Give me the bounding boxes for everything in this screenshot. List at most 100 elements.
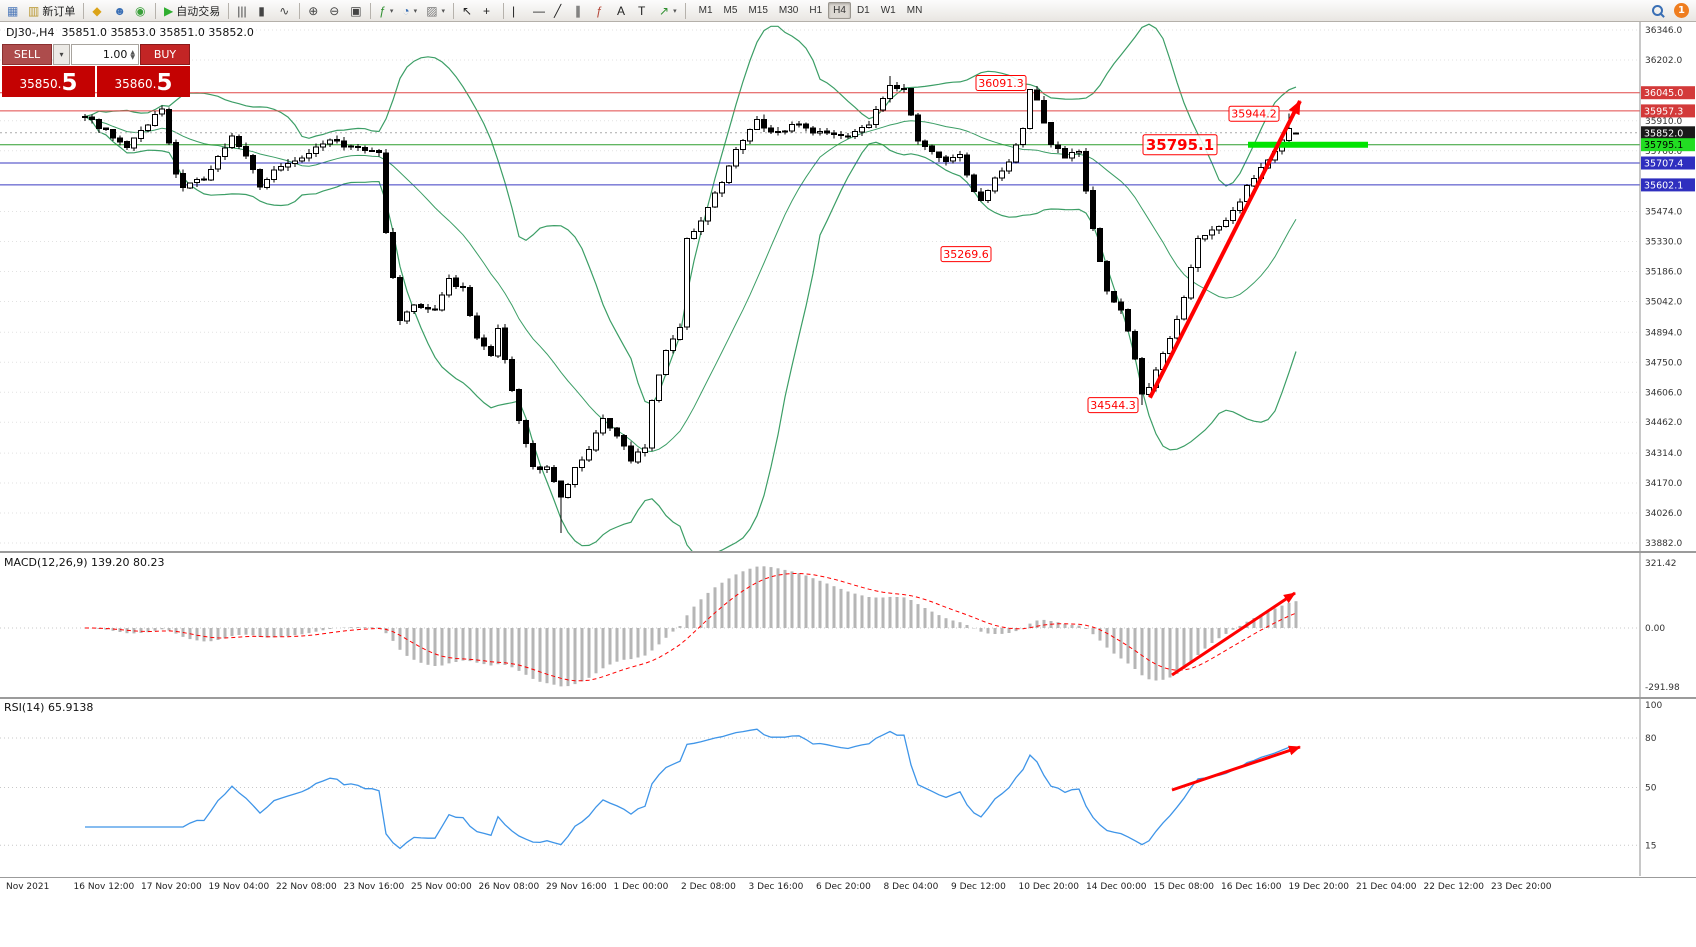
- toolbar-separator: [299, 2, 301, 19]
- panel-splitter-rsi[interactable]: [0, 697, 1696, 699]
- tile-windows-button[interactable]: ▣: [346, 1, 366, 21]
- time-axis-label: 22 Nov 08:00: [276, 882, 337, 892]
- macd-trend-arrow[interactable]: [1171, 591, 1296, 677]
- timeframe-mn-button[interactable]: MN: [902, 2, 928, 19]
- vertical-line-button[interactable]: |: [508, 1, 528, 21]
- time-axis-label: 23 Dec 20:00: [1491, 882, 1552, 892]
- sell-button[interactable]: SELL: [2, 44, 52, 65]
- profile-button[interactable]: ☻: [109, 1, 130, 21]
- timeframe-d1-button[interactable]: D1: [852, 2, 875, 19]
- panel-splitter-macd[interactable]: [0, 551, 1696, 553]
- zoom-in-button[interactable]: ⊕: [304, 1, 324, 21]
- rsi-trend-arrow[interactable]: [1171, 745, 1301, 792]
- time-axis-label: 21 Dec 04:00: [1356, 882, 1417, 892]
- price-annotation: 35944.2: [1228, 105, 1280, 122]
- buy-button[interactable]: BUY: [140, 44, 190, 65]
- rsi-panel[interactable]: 100 80 50 15: [0, 699, 1696, 876]
- price-axis-label: 35474.0: [1645, 208, 1682, 218]
- templates-button[interactable]: ▨ ▾: [422, 1, 449, 21]
- timeframe-w1-button[interactable]: W1: [876, 2, 901, 19]
- periods-button[interactable]: ◔ ▾: [398, 1, 421, 21]
- time-axis[interactable]: Nov 2021 16 Nov 12:00 17 Nov 20:00 19 Nov 0…: [0, 877, 1696, 947]
- cursor-button[interactable]: ↖: [458, 1, 478, 21]
- sell-price-button[interactable]: 35850. 5: [2, 66, 95, 97]
- mql5-market-button[interactable]: ◆: [88, 1, 108, 21]
- timeframe-m15-button[interactable]: M15: [743, 2, 772, 19]
- new-order-button[interactable]: ▥ 新订单: [24, 1, 79, 21]
- volume-stepper[interactable]: ▲ ▼: [130, 49, 135, 61]
- macd-scale[interactable]: 321.42 0.00 -291.98: [1639, 553, 1680, 697]
- zoom-out-button[interactable]: ⊖: [325, 1, 345, 21]
- macd-svg[interactable]: 321.42 0.00 -291.98: [0, 553, 1696, 697]
- svg-text:35795.1: 35795.1: [1146, 136, 1214, 154]
- community-button[interactable]: ◉: [131, 1, 151, 21]
- volume-down-icon: ▼: [130, 53, 135, 61]
- auto-trading-button[interactable]: ▶ 自动交易: [160, 1, 224, 21]
- auto-trading-label: 自动交易: [176, 5, 221, 18]
- rsi-axis-label: 80: [1645, 734, 1657, 744]
- volume-input[interactable]: 1.00 ▲ ▼: [71, 44, 139, 65]
- symbol-period-label: DJ30-,H4: [6, 26, 55, 39]
- rsi-scale[interactable]: 100 80 50 15: [1639, 699, 1662, 876]
- text-button[interactable]: A: [613, 1, 633, 21]
- ohlc-values: 35851.0 35853.0 35851.0 35852.0: [61, 26, 254, 39]
- timeframe-m5-button[interactable]: M5: [719, 2, 743, 19]
- price-tag: 36045.0: [1641, 86, 1695, 100]
- fibonacci-button[interactable]: ƒ: [592, 1, 612, 21]
- price-axis-label: 34462.0: [1645, 418, 1682, 428]
- mql5-market-icon: ◆: [92, 3, 102, 18]
- new-chart-button[interactable]: ▦: [3, 1, 23, 21]
- periods-dropdown-icon: ▾: [413, 7, 418, 15]
- svg-text:35795.1: 35795.1: [1644, 140, 1683, 151]
- rsi-svg[interactable]: 100 80 50 15: [0, 699, 1696, 876]
- search-button[interactable]: [1647, 1, 1669, 21]
- horizontal-line-button[interactable]: ―: [529, 1, 549, 21]
- bar-chart-icon: |||: [237, 3, 247, 18]
- volume-dropdown[interactable]: ▾: [53, 44, 70, 65]
- timeframe-m30-button[interactable]: M30: [774, 2, 803, 19]
- indicators-dropdown-icon: ▾: [389, 7, 394, 15]
- macd-panel[interactable]: 321.42 0.00 -291.98: [0, 553, 1696, 697]
- line-chart-button[interactable]: ∿: [275, 1, 295, 21]
- time-axis-label: 14 Dec 00:00: [1086, 882, 1147, 892]
- chart-ohlc-info: DJ30-,H4 35851.0 35853.0 35851.0 35852.0: [6, 26, 254, 39]
- timeframe-h4-button[interactable]: H4: [828, 2, 851, 19]
- text-icon: A: [617, 3, 626, 18]
- timeframe-h1-button[interactable]: H1: [804, 2, 827, 19]
- indicators-button[interactable]: ƒ ▾: [375, 1, 397, 21]
- price-scale[interactable]: 36346.0 36202.0 35910.0 35766.0 35474.0 35330…: [1639, 22, 1695, 551]
- trendline-button[interactable]: ╱: [550, 1, 570, 21]
- trend-arrow[interactable]: [1148, 100, 1302, 399]
- rsi-axis-label: 100: [1645, 701, 1662, 711]
- main-chart-panel[interactable]: 36091.3 35944.2 35795.1 35269.6 34544.3 36346…: [0, 22, 1696, 551]
- price-annotation: 35269.6: [940, 246, 992, 263]
- notifications-badge[interactable]: 1: [1674, 3, 1689, 18]
- price-axis-label: 34314.0: [1645, 449, 1682, 459]
- price-axis-label: 34750.0: [1645, 358, 1682, 368]
- crosshair-button[interactable]: +: [479, 1, 499, 21]
- templates-icon: ▨: [426, 3, 438, 18]
- buy-price-pip: 5: [156, 70, 173, 96]
- price-annotation: 35795.1: [1142, 134, 1218, 156]
- time-axis-label: 19 Nov 04:00: [208, 882, 270, 892]
- channel-button[interactable]: ∥: [571, 1, 591, 21]
- bar-chart-button[interactable]: |||: [233, 1, 253, 21]
- price-axis-label: 34170.0: [1645, 479, 1682, 489]
- arrows-button[interactable]: ↗ ▾: [655, 1, 681, 21]
- candle-chart-button[interactable]: ▮: [254, 1, 274, 21]
- price-chart-svg[interactable]: 36091.3 35944.2 35795.1 35269.6 34544.3 36346…: [0, 22, 1696, 551]
- community-icon: ◉: [134, 3, 146, 18]
- timeframe-m1-button[interactable]: M1: [694, 2, 718, 19]
- time-axis-label: 19 Dec 20:00: [1288, 882, 1350, 892]
- macd-axis-label: 321.42: [1645, 559, 1677, 569]
- price-tag: 35957.3: [1641, 104, 1695, 118]
- time-axis-label: Nov 2021: [6, 882, 50, 892]
- buy-price-button[interactable]: 35860. 5: [97, 66, 190, 97]
- buy-price-main: 35860.: [114, 77, 157, 91]
- text-label-button[interactable]: T: [634, 1, 654, 21]
- line-chart-icon: ∿: [279, 3, 290, 18]
- svg-text:35707.4: 35707.4: [1644, 159, 1683, 170]
- time-axis-label: 16 Nov 12:00: [73, 882, 135, 892]
- price-annotations[interactable]: 36091.3 35944.2 35795.1 35269.6 34544.3: [940, 75, 1280, 414]
